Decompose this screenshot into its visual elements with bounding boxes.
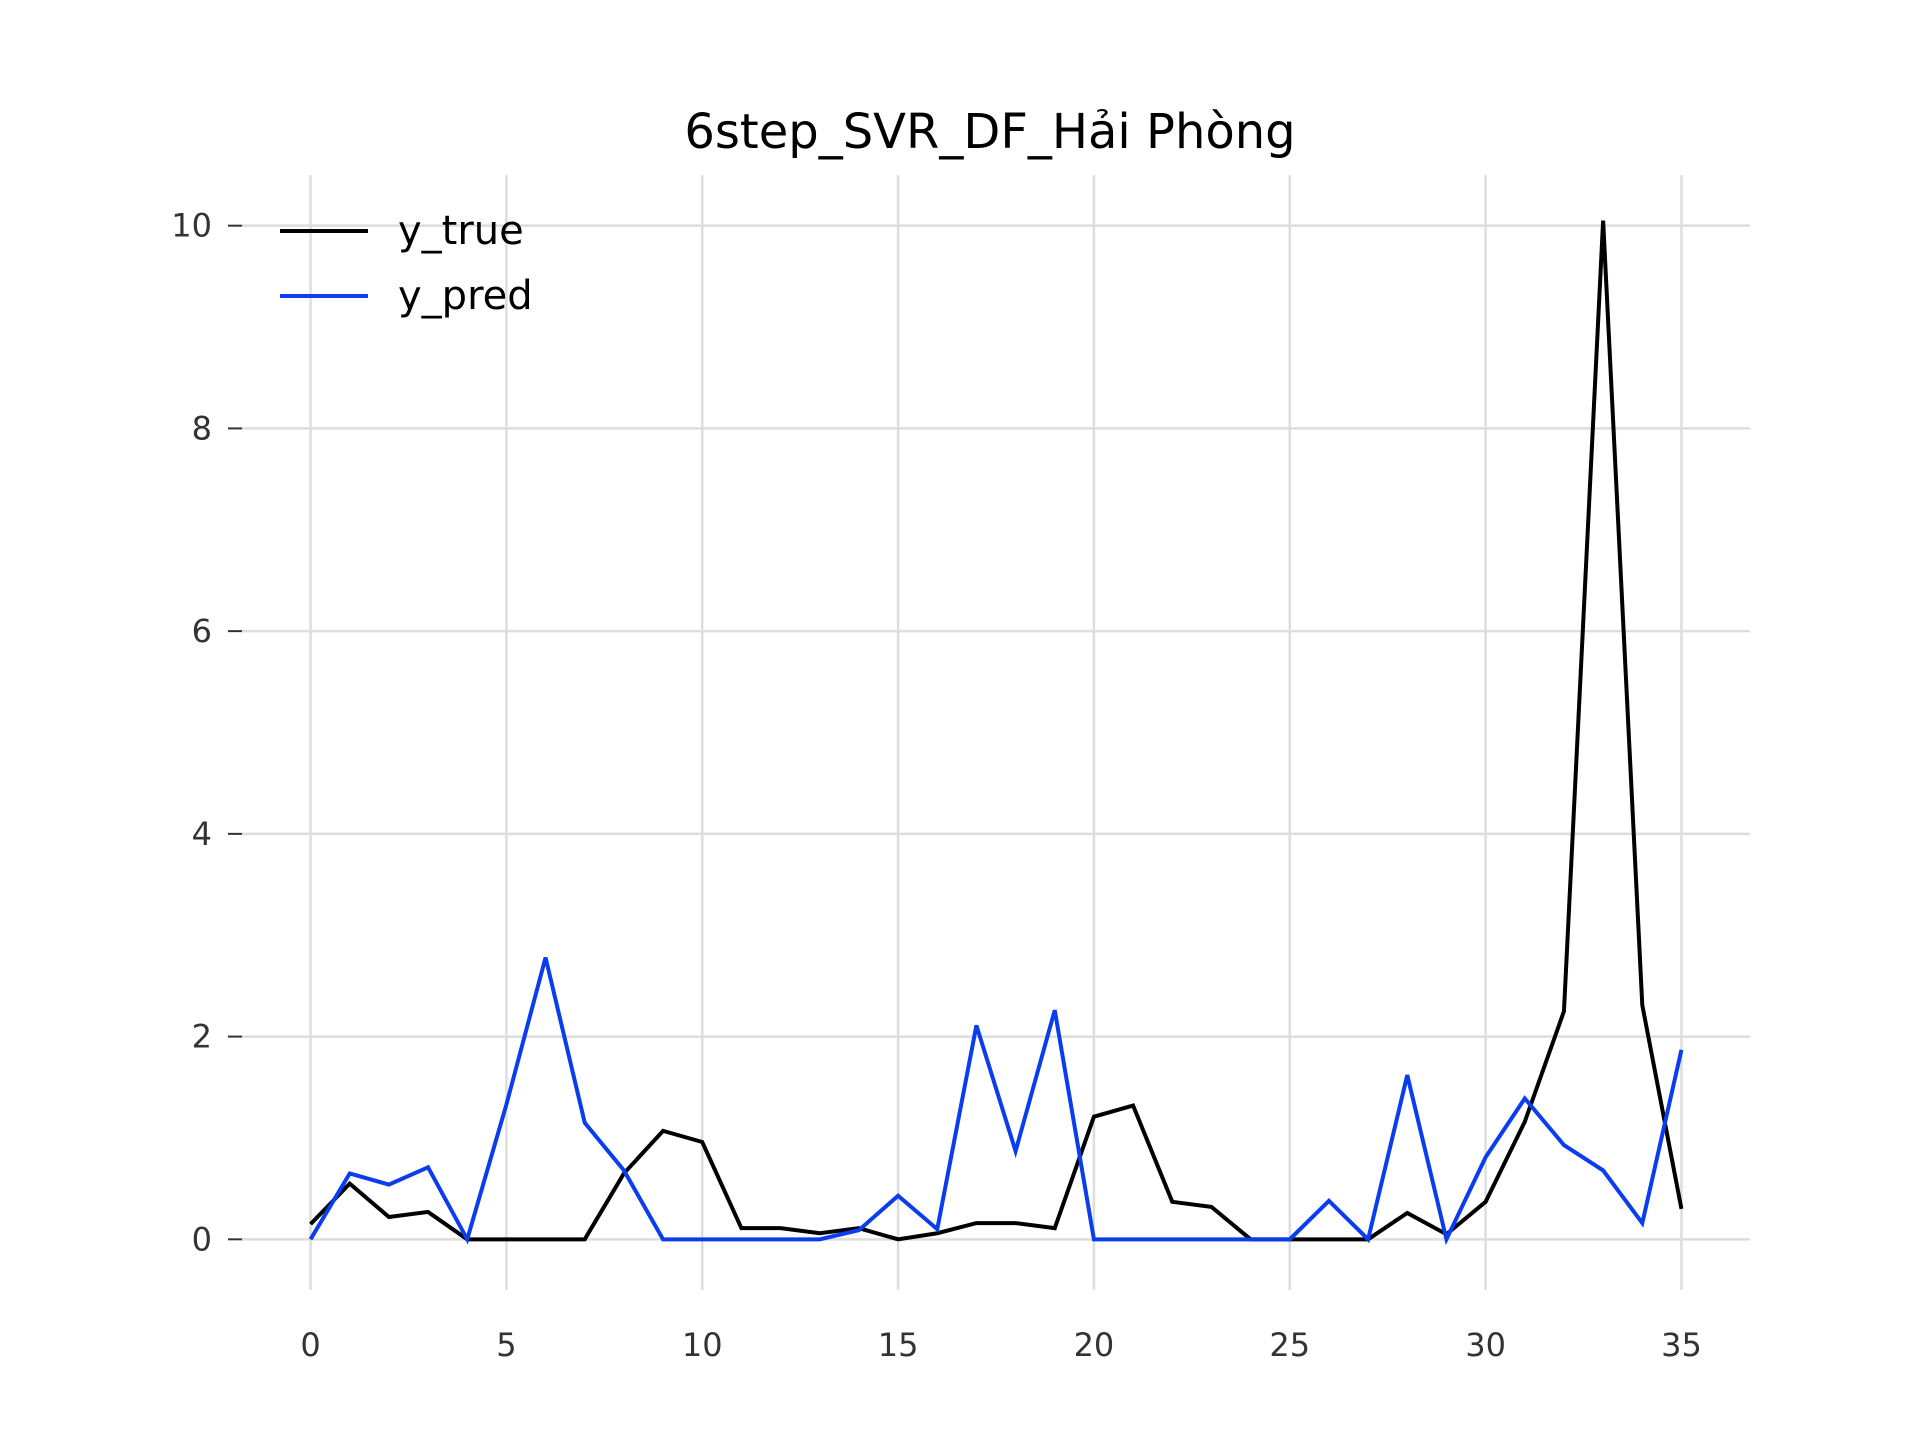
x-tick-label: 25 — [1269, 1326, 1310, 1364]
x-tick-label: 35 — [1661, 1326, 1702, 1364]
y-tick-label: 6 — [192, 612, 212, 650]
legend-label-y-pred: y_pred — [398, 273, 533, 319]
y-tick-label: 2 — [192, 1018, 212, 1056]
legend-label-y-true: y_true — [398, 208, 524, 254]
y-tick-label: 8 — [192, 409, 212, 447]
x-tick-label: 20 — [1074, 1326, 1115, 1364]
legend: y_true y_pred — [280, 208, 533, 319]
chart-title: 6step_SVR_DF_Hải Phòng — [684, 104, 1295, 160]
series-line-y-pred — [308, 957, 1684, 1246]
x-tick-label: 15 — [878, 1326, 919, 1364]
series-lines — [308, 220, 1684, 1246]
x-tick-label: 5 — [496, 1326, 516, 1364]
x-tick-label: 0 — [300, 1326, 320, 1364]
x-tick-label: 10 — [682, 1326, 723, 1364]
grid — [242, 175, 1750, 1290]
axis-ticks: 0 5 10 15 20 25 30 35 0 2 4 6 8 10 — [171, 207, 1702, 1364]
y-tick-label: 10 — [171, 207, 212, 245]
y-tick-label: 4 — [192, 815, 212, 853]
y-tick-label: 0 — [192, 1220, 212, 1258]
x-tick-label: 30 — [1465, 1326, 1506, 1364]
